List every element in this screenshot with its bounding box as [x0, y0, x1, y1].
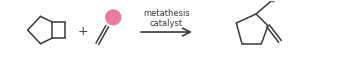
Text: +: +: [78, 25, 89, 38]
Text: metathesis
catalyst: metathesis catalyst: [143, 9, 190, 28]
Circle shape: [106, 10, 121, 25]
